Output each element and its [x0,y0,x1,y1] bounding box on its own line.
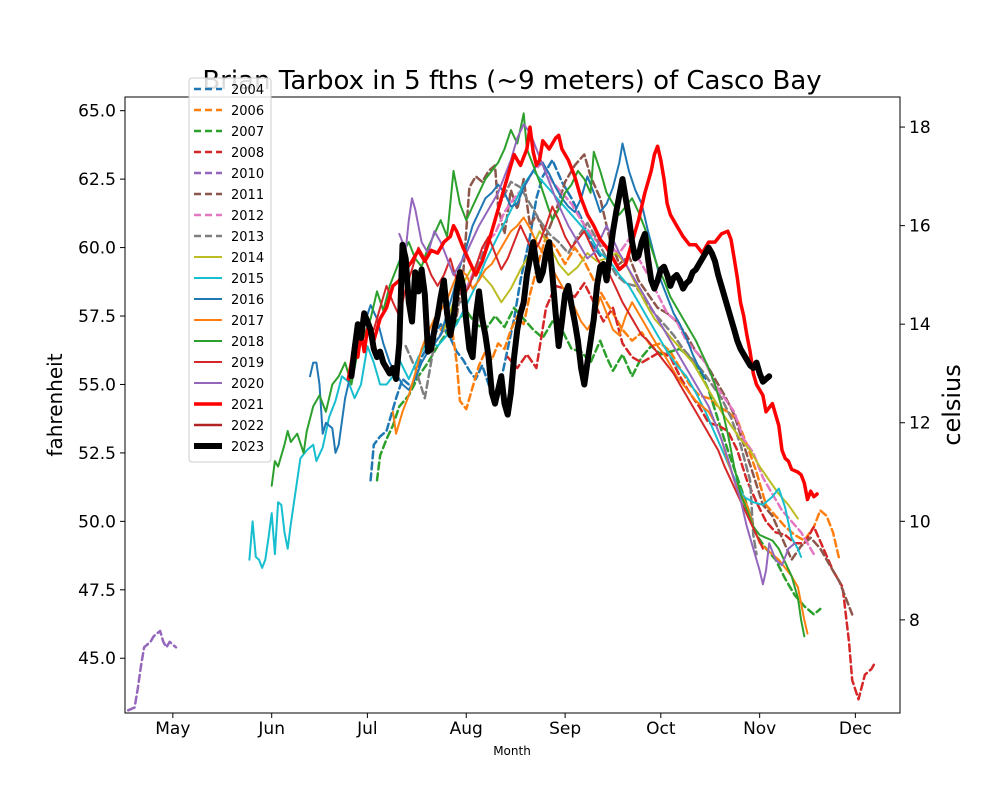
x-axis: May Jun Jul Aug Sep Oct Nov Dec [155,713,872,739]
plot-lines [126,112,876,712]
y2-tick-label: 10 [909,512,931,532]
y2-tick-label: 14 [909,315,931,335]
y2-tick-label: 8 [909,611,920,631]
y2-tick-label: 12 [909,414,931,434]
legend-label-2007: 2007 [231,125,264,140]
legend-label-2019: 2019 [231,356,264,371]
legend-label-2013: 2013 [231,230,264,245]
y-tick-label: 60.0 [78,239,116,259]
series-line-2023 [348,176,773,418]
legend-label-2006: 2006 [231,104,264,119]
x-tick-label: Sep [549,719,581,739]
y2-tick-label: 18 [909,118,931,138]
legend-label-2012: 2012 [231,209,264,224]
legend-label-2010: 2010 [231,167,264,182]
series-line-2014 [442,230,799,520]
legend: 2004 2006 2007 2008 2010 2011 2012 2013 2014 2015… [188,77,272,463]
x-tick-label: Dec [839,719,872,739]
legend-label-2016: 2016 [231,293,264,308]
series-line-2006 [439,235,841,561]
legend-label-2023: 2023 [231,440,264,455]
x-tick-label: Jun [257,719,285,739]
y2-tick-label: 16 [909,217,931,237]
legend-label-2014: 2014 [231,251,264,266]
y-tick-label: 55.0 [78,375,116,395]
y-tick-label: 52.5 [78,444,116,464]
y-axis-left: 45.0 47.5 50.0 52.5 55.0 57.5 60.0 62.5 65.0 [78,102,125,669]
legend-label-2015: 2015 [231,272,264,287]
legend-label-2017: 2017 [231,314,264,329]
series-line-2007 [375,306,822,616]
legend-label-2018: 2018 [231,335,264,350]
legend-label-2004: 2004 [231,83,264,98]
series-line-2012 [465,161,816,556]
y-tick-label: 57.5 [78,307,116,327]
y-tick-label: 47.5 [78,581,116,601]
series-line-2011 [455,153,854,616]
y-tick-label: 62.5 [78,170,116,190]
plot-frame [124,96,901,714]
y-axis-label-left: fahrenheit [43,353,67,456]
y-tick-label: 65.0 [78,102,116,122]
x-axis-label: Month [493,744,531,758]
x-tick-label: Aug [450,719,483,739]
legend-label-2020: 2020 [231,377,264,392]
legend-label-2021: 2021 [231,398,264,413]
y-axis-label-right: celsius [938,364,966,446]
y-axis-right: 8 10 12 14 16 18 [900,118,931,631]
series-line-2020 [398,123,796,586]
y-tick-label: 50.0 [78,512,116,532]
legend-label-2008: 2008 [231,146,264,161]
y-tick-label: 45.0 [78,649,116,669]
x-tick-label: Oct [646,719,676,739]
series-line-2004 [369,158,602,482]
x-tick-label: Jul [356,719,378,739]
series-line-2015 [248,169,803,569]
series-line-2021 [346,125,819,502]
chart-title: Brian Tarbox in 5 fths (~9 meters) of Ca… [202,66,821,96]
legend-label-2011: 2011 [231,188,264,203]
x-tick-label: May [155,719,190,739]
x-tick-label: Nov [743,719,776,739]
legend-label-2022: 2022 [231,419,264,434]
series-line-2010 [126,629,178,712]
series-line-2019 [372,205,764,550]
